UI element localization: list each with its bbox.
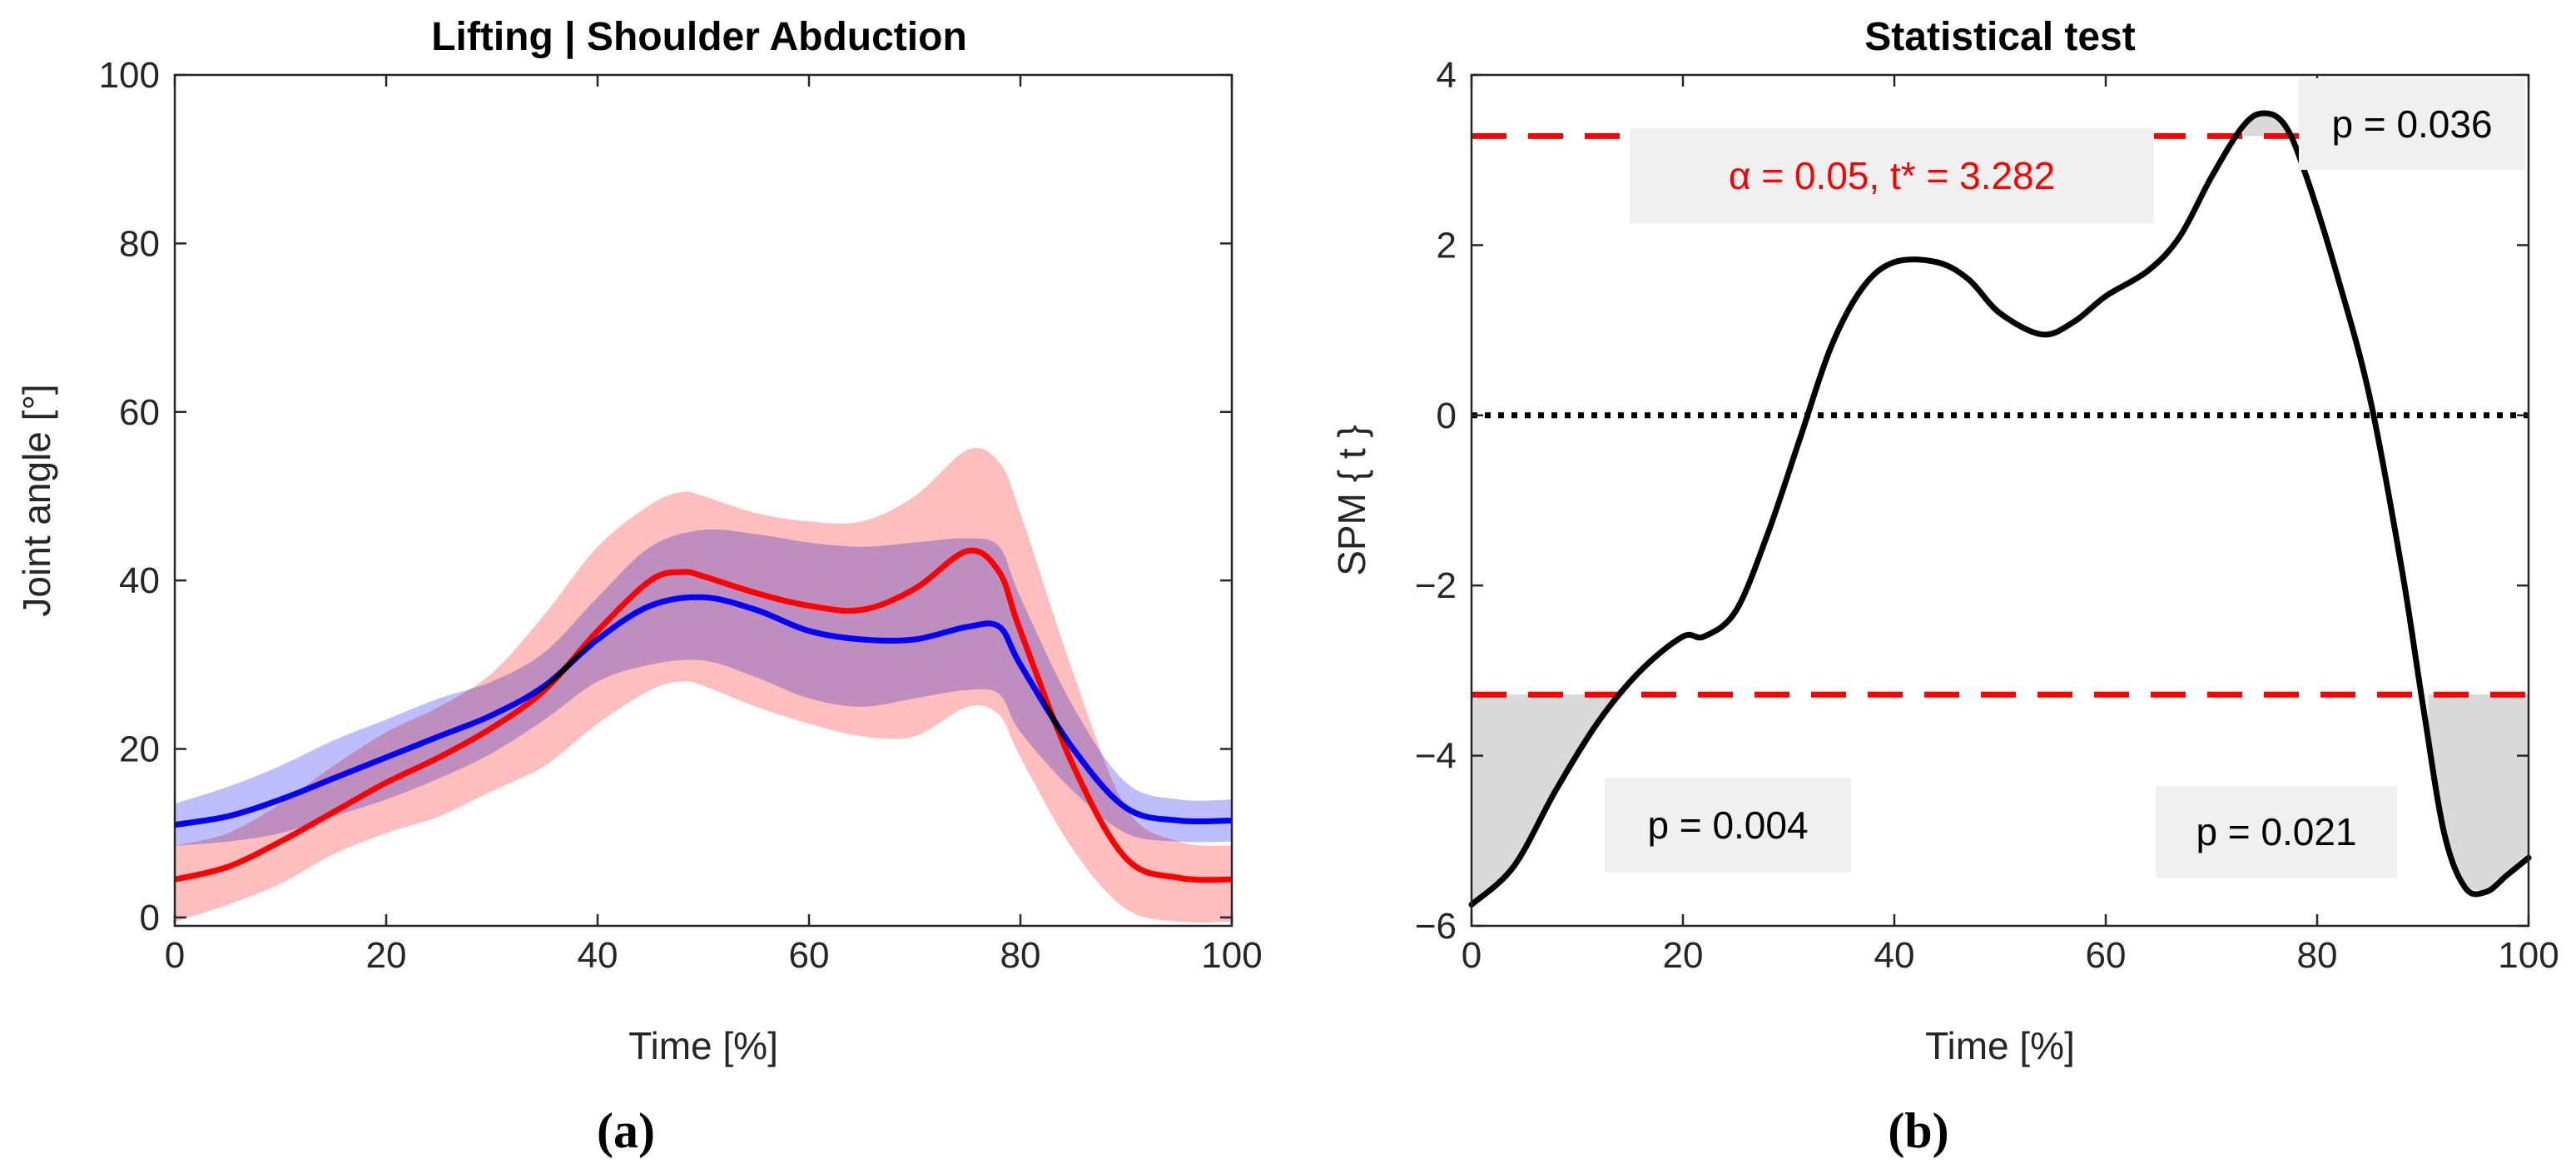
panel-b-xtick-label: 60 <box>2086 935 2127 976</box>
cluster-fill <box>2243 113 2291 139</box>
cluster-p-label-upper-box <box>2299 78 2525 170</box>
panel-a-title: Lifting | Shoulder Abduction <box>431 15 967 59</box>
mean-line-blue <box>175 594 1232 828</box>
panel-b-xtick-label: 40 <box>1874 935 1915 976</box>
panel-a-xtick-label: 0 <box>165 935 185 976</box>
panel-a-lines <box>175 547 1232 883</box>
band-blue <box>175 529 1232 846</box>
panel-b-ylabel: SPM { t } <box>1330 425 1373 576</box>
cluster-p-label-right-box <box>2156 786 2397 878</box>
panel-b-xtick-label: 20 <box>1663 935 1704 976</box>
panel-a-xtick-label: 40 <box>578 935 618 976</box>
panel-b: Statistical test 0 20 40 60 80 100 −6 −4 −2 0 2 4 α… <box>1330 15 2559 1158</box>
panel-b-ytick-label: −2 <box>1415 565 1457 606</box>
panel-b-xlabel: Time [%] <box>1925 1024 2075 1067</box>
panel-b-lines <box>1468 110 2532 908</box>
cluster-fill <box>1472 689 1626 905</box>
panel-a-ticks: 0 20 40 60 80 100 0 20 40 60 80 100 <box>99 55 1263 976</box>
panel-b-axes-box <box>1470 73 2530 928</box>
cluster-p-label-upper: p = 0.036 <box>2331 102 2492 146</box>
cluster-fill <box>2428 694 2529 892</box>
panel-a-xtick-label: 20 <box>366 935 407 976</box>
panel-b-ytick-label: 0 <box>1437 395 1457 436</box>
panel-a-xtick-label: 100 <box>1201 935 1262 976</box>
panel-a-ytick-label: 60 <box>119 392 160 433</box>
panel-b-ytick-label: −6 <box>1415 906 1457 947</box>
panel-a-ytick-label: 20 <box>119 729 160 770</box>
panel-a-xtick-label: 60 <box>789 935 830 976</box>
spm-t-curve <box>1468 110 2532 908</box>
band-red <box>175 448 1232 923</box>
threshold-label: α = 0.05, t* = 3.282 <box>1729 154 2055 197</box>
panel-b-xtick-label: 0 <box>1462 935 1482 976</box>
panel-a-ylabel: Joint angle [°] <box>15 384 58 616</box>
panel-b-xtick-label: 100 <box>2498 935 2559 976</box>
panel-b-letter: (b) <box>1888 1103 1948 1158</box>
panel-a-ytick-label: 40 <box>119 560 160 601</box>
cluster-p-label-left-box <box>1605 778 1851 873</box>
panel-a-ytick-label: 80 <box>119 223 160 264</box>
panel-b-annotations: α = 0.05, t* = 3.282 p = 0.036 p = 0.004 p … <box>1605 78 2525 878</box>
panel-a-ytick-label: 100 <box>99 55 160 96</box>
panel-a-letter: (a) <box>597 1103 655 1158</box>
cluster-p-label-right: p = 0.021 <box>2196 810 2356 853</box>
panel-b-title: Statistical test <box>1864 15 2135 59</box>
panel-a-bands <box>175 448 1232 923</box>
panel-b-ytick-label: −4 <box>1415 736 1457 777</box>
panel-b-ytick-label: 2 <box>1437 225 1457 266</box>
panel-a-axes-box <box>173 73 1233 928</box>
cluster-p-label-left: p = 0.004 <box>1647 803 1808 847</box>
panel-a-ytick-label: 0 <box>140 898 160 938</box>
panel-b-clusters <box>1472 113 2529 905</box>
panel-a: Lifting | Shoulder Abduction 0 20 40 60 80 10… <box>15 15 1263 1158</box>
panel-b-xtick-label: 80 <box>2297 935 2338 976</box>
panel-a-xlabel: Time [%] <box>628 1024 778 1067</box>
threshold-label-box <box>1630 128 2154 223</box>
panel-b-ytick-label: 4 <box>1437 55 1457 96</box>
panel-a-xtick-label: 80 <box>1000 935 1041 976</box>
panel-b-ticks: 0 20 40 60 80 100 −6 −4 −2 0 2 4 <box>1415 55 2559 976</box>
